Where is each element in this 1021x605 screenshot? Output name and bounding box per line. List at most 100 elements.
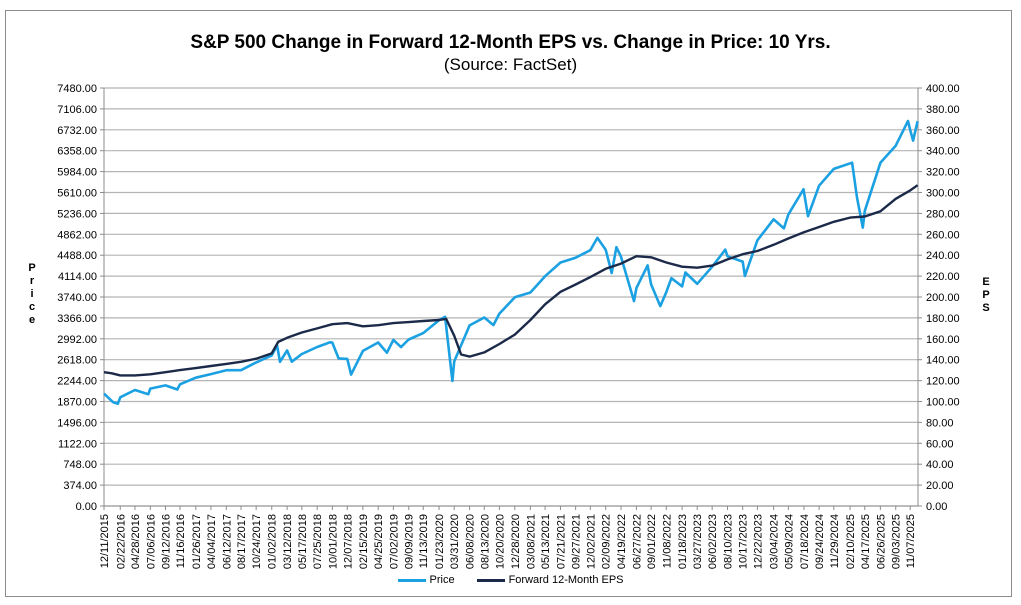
x-tick-label: 07/02/2019	[388, 514, 400, 569]
x-tick-label: 08/13/2020	[479, 514, 491, 569]
x-tick-label: 09/12/2016	[160, 514, 172, 569]
x-tick-label: 04/17/2025	[860, 514, 872, 569]
y-tick-label-left: 2244.00	[57, 376, 97, 388]
y-tick-label-right: 340.00	[926, 146, 960, 158]
y-tick-label-right: 180.00	[926, 313, 960, 325]
y-tick-label-right: 280.00	[926, 208, 960, 220]
x-tick-label: 03/31/2020	[449, 514, 461, 569]
eps-line	[103, 184, 919, 377]
y-tick-label-right: 260.00	[926, 229, 960, 241]
y-tick-label-left: 6358.00	[57, 146, 97, 158]
y-tick-label-left: 2992.00	[57, 334, 97, 346]
y-tick-label-right: 200.00	[926, 292, 960, 304]
x-tick-label: 12/28/2020	[510, 514, 522, 569]
y-tick-label-right: 0.00	[926, 501, 947, 513]
x-tick-label: 11/07/2025	[905, 514, 917, 568]
x-tick-label: 09/03/2025	[891, 514, 903, 569]
x-tick-label: 03/27/2023	[692, 514, 704, 569]
y-tick-label-left: 748.00	[63, 459, 97, 471]
legend-swatch	[476, 578, 505, 582]
x-tick-label: 09/01/2022	[646, 514, 658, 569]
right-axis-label: E P S	[980, 276, 992, 315]
axis-letter: P	[28, 262, 36, 274]
x-tick-label: 12/11/2015	[99, 514, 111, 568]
x-tick-label: 04/04/2017	[206, 514, 218, 569]
x-tick-label: 08/10/2023	[723, 514, 735, 569]
y-tick-label-left: 5236.00	[57, 208, 97, 220]
x-tick-label: 05/17/2018	[297, 514, 309, 569]
x-tick-label: 10/20/2020	[494, 514, 506, 569]
x-tick-label: 06/27/2022	[631, 514, 643, 569]
y-tick-label-right: 320.00	[926, 167, 960, 179]
x-tick-label: 04/25/2019	[373, 514, 385, 569]
x-tick-label: 09/09/2019	[404, 514, 416, 569]
x-tick-label: 08/17/2017	[236, 514, 248, 569]
x-tick-label: 05/09/2024	[783, 514, 795, 569]
y-tick-label-left: 3366.00	[57, 313, 97, 325]
y-tick-label-right: 360.00	[926, 125, 960, 137]
x-tick-label: 09/27/2021	[571, 514, 583, 569]
y-tick-label-right: 20.00	[926, 480, 954, 492]
y-tick-label-left: 3740.00	[57, 292, 97, 304]
axis-letter: i	[30, 288, 34, 300]
y-tick-label-right: 140.00	[926, 355, 960, 367]
x-tick-label: 11/29/2024	[829, 514, 841, 568]
x-tick-label: 07/06/2016	[145, 514, 157, 569]
axis-letter: E	[982, 276, 990, 288]
x-tick-label: 10/01/2018	[327, 514, 339, 569]
legend: Price Forward 12-Month EPS	[0, 574, 1021, 586]
x-tick-label: 10/17/2023	[738, 514, 750, 569]
x-tick-label: 03/12/2018	[282, 514, 294, 569]
y-tick-label-left: 1870.00	[57, 397, 97, 409]
y-tick-label-right: 60.00	[926, 438, 954, 450]
legend-label: Forward 12-Month EPS	[508, 574, 624, 586]
x-tick-label: 01/02/2018	[267, 514, 279, 569]
y-tick-label-right: 240.00	[926, 250, 960, 262]
y-tick-label-left: 4488.00	[57, 250, 97, 262]
chart-frame	[5, 10, 1012, 597]
x-tick-label: 07/18/2024	[799, 514, 811, 569]
legend-item-eps: Forward 12-Month EPS	[476, 574, 624, 586]
axis-letter: S	[982, 302, 990, 314]
axis-letter: e	[28, 314, 36, 326]
x-tick-label: 04/28/2016	[130, 514, 142, 569]
y-tick-label-left: 6732.00	[57, 125, 97, 137]
axis-letter: r	[29, 275, 35, 287]
x-tick-label: 09/24/2024	[814, 514, 826, 569]
x-tick-label: 02/10/2025	[845, 514, 857, 569]
y-tick-label-right: 160.00	[926, 334, 960, 346]
x-tick-label: 02/09/2022	[601, 514, 613, 569]
x-tick-label: 06/12/2017	[221, 514, 233, 569]
y-tick-label-left: 2618.00	[57, 355, 97, 367]
chart-title: S&P 500 Change in Forward 12-Month EPS v…	[190, 32, 831, 53]
x-tick-label: 12/22/2023	[752, 514, 764, 569]
y-tick-label-right: 300.00	[926, 188, 960, 200]
legend-swatch	[397, 578, 426, 582]
y-tick-label-left: 4862.00	[57, 229, 97, 241]
x-tick-label: 12/02/2021	[585, 514, 597, 569]
x-tick-label: 11/13/2019	[418, 514, 430, 568]
x-tick-label: 05/13/2021	[540, 514, 552, 569]
x-tick-label: 11/16/2016	[175, 514, 187, 568]
x-tick-label: 01/23/2020	[434, 514, 446, 569]
y-tick-label-left: 4114.00	[58, 271, 97, 283]
y-tick-label-left: 374.00	[63, 480, 97, 492]
legend-label: Price	[429, 574, 455, 586]
y-tick-label-left: 5984.00	[57, 167, 97, 179]
x-tick-label: 02/22/2016	[115, 514, 127, 569]
x-tick-label: 12/07/2018	[342, 514, 354, 569]
x-tick-label: 01/26/2017	[191, 514, 203, 569]
y-tick-label-right: 380.00	[926, 104, 960, 116]
y-tick-label-right: 220.00	[926, 271, 960, 283]
left-axis-label: P r i c e	[26, 262, 38, 327]
x-tick-label: 04/19/2022	[616, 514, 628, 569]
x-tick-label: 02/15/2019	[358, 514, 370, 569]
y-tick-label-left: 1122.00	[58, 438, 97, 450]
y-tick-label-left: 7480.00	[57, 83, 97, 95]
axis-letter: c	[28, 301, 36, 313]
y-tick-label-left: 0.00	[76, 501, 97, 513]
x-tick-label: 06/02/2023	[707, 514, 719, 569]
x-tick-label: 03/08/2021	[525, 514, 537, 569]
y-tick-label-left: 1496.00	[57, 417, 97, 429]
